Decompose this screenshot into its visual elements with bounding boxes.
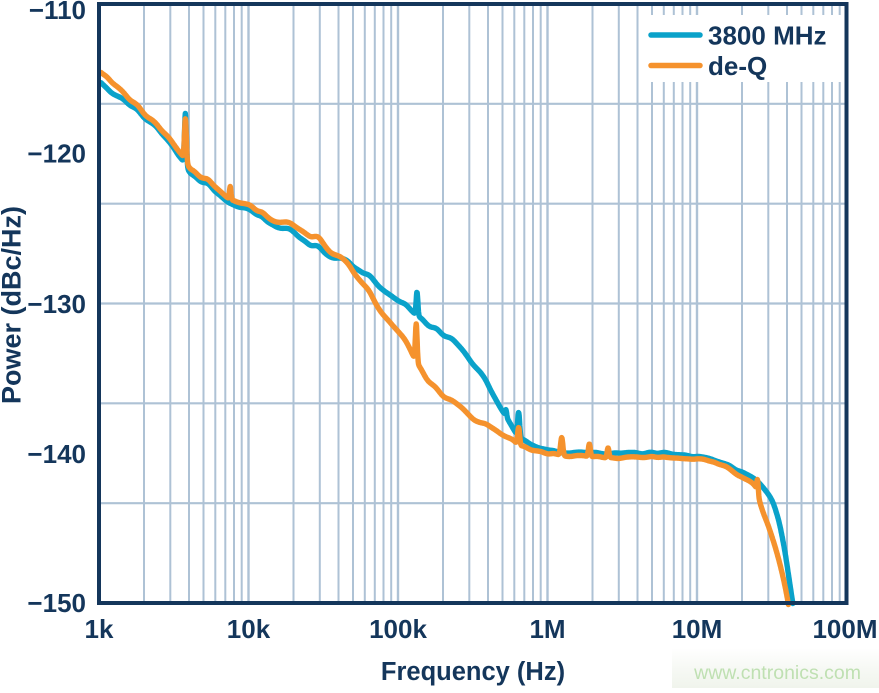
svg-text:10M: 10M	[672, 614, 723, 644]
svg-text:10k: 10k	[227, 614, 271, 644]
svg-text:100M: 100M	[812, 614, 877, 644]
svg-text:Power (dBc/Hz): Power (dBc/Hz)	[0, 206, 27, 404]
svg-text:www.cntronics.com: www.cntronics.com	[693, 662, 861, 684]
svg-text:de-Q: de-Q	[708, 51, 767, 81]
svg-text:Frequency (Hz): Frequency (Hz)	[381, 658, 565, 686]
svg-text:1M: 1M	[529, 614, 565, 644]
svg-text:1k: 1k	[85, 614, 114, 644]
svg-text:100k: 100k	[369, 614, 427, 644]
svg-text:−110: −110	[29, 0, 86, 25]
svg-text:−130: −130	[27, 289, 86, 319]
svg-text:−140: −140	[27, 439, 86, 469]
svg-text:−150: −150	[27, 588, 86, 618]
svg-text:−120: −120	[27, 138, 86, 168]
svg-text:3800 MHz: 3800 MHz	[708, 21, 827, 51]
